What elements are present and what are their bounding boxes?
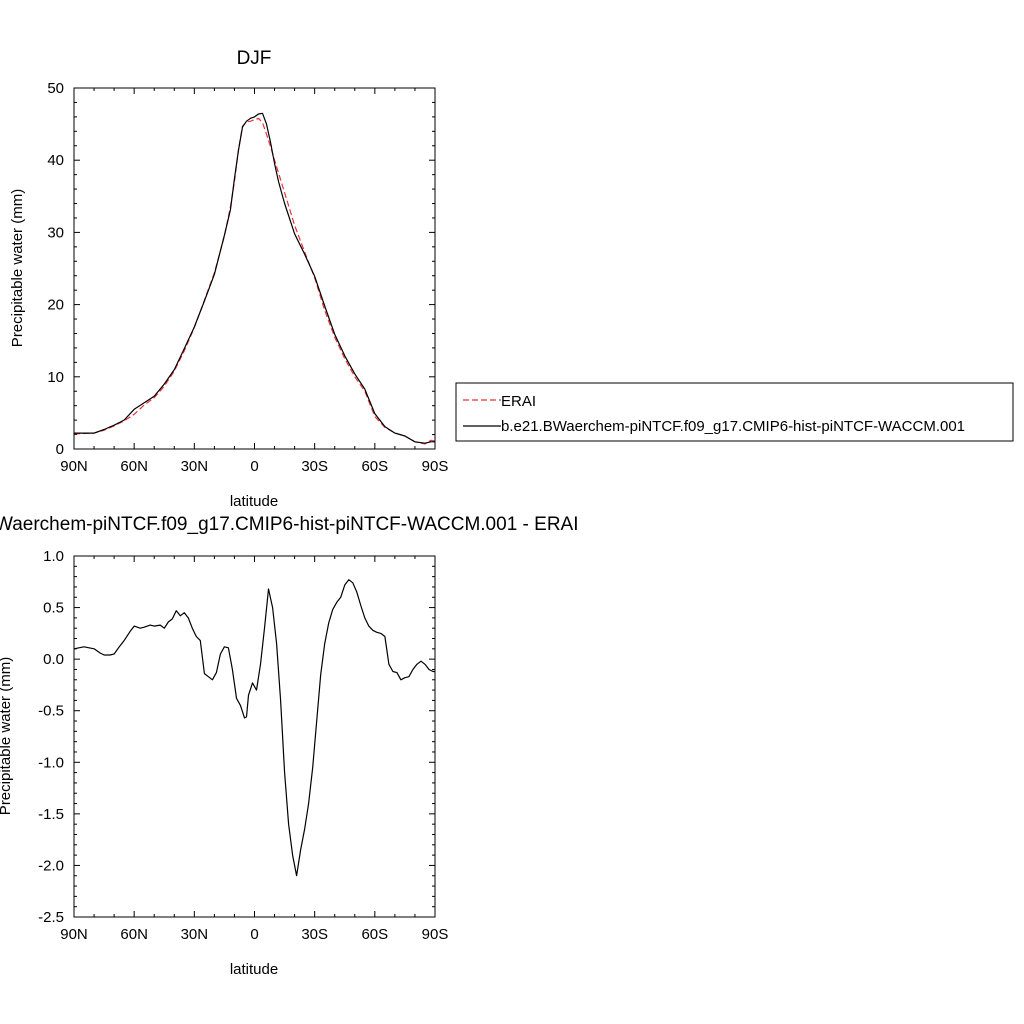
y-tick-label: -1.5: [38, 806, 64, 823]
legend-label-erai: ERAI: [501, 393, 536, 410]
y-tick-label: -1.0: [38, 754, 64, 771]
top-panel: DJF 90N 60N 30N 0 30S 60S 90S 0 10 20 30 40 50 latit…: [9, 48, 448, 510]
y-tick-label: 10: [47, 369, 64, 386]
x-tick-label: 60S: [361, 458, 388, 475]
top-chart-title: DJF: [237, 48, 272, 69]
y-tick-label: 0.0: [43, 651, 64, 668]
bottom-panel: b.e21.BWaerchem-piNTCF.f09_g17.CMIP6-his…: [0, 514, 579, 978]
legend-box: [455, 382, 1014, 442]
series-line-diff-0: [73, 579, 435, 877]
y-tick-label: 20: [47, 297, 64, 314]
y-tick-label: 50: [47, 80, 64, 97]
bottom-chart-title: b.e21.BWaerchem-piNTCF.f09_g17.CMIP6-his…: [0, 514, 579, 535]
bottom-y-axis-label: Precipitable water (mm): [0, 657, 14, 815]
y-tick-label: 40: [47, 152, 64, 169]
y-tick-label: -2.5: [38, 909, 64, 926]
bottom-x-axis-label: latitude: [230, 961, 278, 978]
legend-label-model: b.e21.BWaerchem-piNTCF.f09_g17.CMIP6-his…: [501, 418, 965, 435]
y-tick-label: 0.5: [43, 600, 64, 617]
x-tick-label: 60S: [361, 926, 388, 943]
y-tick-label: 30: [47, 224, 64, 241]
x-tick-label: 60N: [120, 458, 148, 475]
top-x-axis-label: latitude: [230, 493, 278, 510]
top-plot-frame: [73, 87, 436, 450]
x-tick-label: 30S: [301, 926, 328, 943]
x-tick-label: 30S: [301, 458, 328, 475]
series-line-erai: [73, 117, 436, 445]
y-tick-label: 0: [56, 441, 64, 458]
y-tick-label: 1.0: [43, 548, 64, 565]
x-tick-label: 90S: [422, 458, 449, 475]
y-tick-label: -2.0: [38, 857, 64, 874]
x-tick-label: 0: [250, 458, 258, 475]
series-line-b-e21-bwaerchem-pintcf-f09-g17-cmip6-hist-pintcf-waccm-001: [74, 112, 435, 444]
legend: ERAI b.e21.BWaerchem-piNTCF.f09_g17.CMIP…: [455, 382, 1014, 442]
x-tick-label: 0: [250, 926, 258, 943]
y-tick-label: -0.5: [38, 703, 64, 720]
bottom-plot-frame: [73, 555, 436, 918]
x-tick-label: 90N: [60, 458, 88, 475]
x-tick-label: 90S: [422, 926, 449, 943]
x-tick-label: 30N: [181, 458, 209, 475]
x-tick-label: 90N: [60, 926, 88, 943]
x-tick-label: 30N: [181, 926, 209, 943]
top-y-axis-label: Precipitable water (mm): [9, 189, 26, 347]
x-tick-label: 60N: [120, 926, 148, 943]
